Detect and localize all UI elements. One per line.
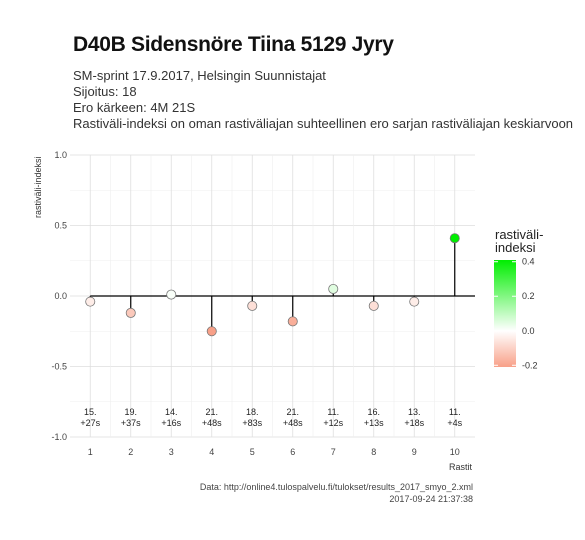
time-diff-label: +12s — [323, 418, 343, 428]
time-diff-label: +4s — [447, 418, 462, 428]
legend-colorbar — [494, 260, 516, 367]
data-point — [166, 289, 177, 300]
data-point — [85, 296, 96, 307]
rank-label: 11. — [327, 407, 339, 417]
rank-label: 14. — [165, 407, 178, 417]
data-point — [449, 233, 460, 244]
rank-label: 21. — [286, 407, 299, 417]
legend-tick-label: -0.2 — [522, 360, 538, 370]
rank-label: 13. — [408, 407, 421, 417]
x-tick-label: 5 — [250, 447, 255, 457]
subtitle-description: Rastiväli-indeksi on oman rastiväliajan … — [73, 116, 574, 131]
y-tick-label: -1.0 — [51, 432, 67, 442]
x-tick-label: 4 — [209, 447, 214, 457]
time-diff-label: +37s — [121, 418, 141, 428]
y-tick-label: -0.5 — [51, 362, 67, 372]
subtitle-placement: Sijoitus: 18 — [73, 84, 137, 99]
x-tick-label: 2 — [128, 447, 133, 457]
time-diff-label: +18s — [404, 418, 424, 428]
time-diff-label: +48s — [283, 418, 303, 428]
data-point — [328, 283, 339, 294]
legend-tick-label: 0.0 — [522, 326, 535, 336]
time-diff-label: +83s — [242, 418, 262, 428]
rank-label: 16. — [367, 407, 380, 417]
legend-title-line1: rastiväli- — [495, 227, 544, 242]
x-tick-label: 3 — [169, 447, 174, 457]
time-diff-label: +48s — [202, 418, 222, 428]
rank-label: 21. — [205, 407, 218, 417]
data-point — [247, 300, 258, 311]
time-diff-label: +16s — [161, 418, 181, 428]
subtitle-gap: Ero kärkeen: 4M 21S — [73, 100, 196, 115]
data-source-caption: Data: http://online4.tulospalvelu.fi/tul… — [199, 482, 473, 492]
x-tick-label: 6 — [290, 447, 295, 457]
rank-label: 18. — [246, 407, 259, 417]
legend-title-line2: indeksi — [495, 240, 536, 255]
timestamp-caption: 2017-09-24 21:37:38 — [389, 494, 473, 504]
y-tick-label: 0.0 — [54, 291, 67, 301]
data-point — [206, 326, 217, 337]
subtitle-event: SM-sprint 17.9.2017, Helsingin Suunnista… — [73, 68, 326, 83]
time-diff-label: +13s — [364, 418, 384, 428]
x-tick-label: 10 — [450, 447, 460, 457]
x-tick-label: 8 — [371, 447, 376, 457]
legend-tick-label: 0.2 — [522, 291, 535, 301]
rank-label: 19. — [124, 407, 137, 417]
legend-tick-label: 0.4 — [522, 257, 535, 267]
time-diff-label: +27s — [80, 418, 100, 428]
x-tick-label: 7 — [331, 447, 336, 457]
data-point — [368, 300, 379, 311]
rank-label: 15. — [84, 407, 97, 417]
data-point — [409, 296, 420, 307]
chart-title: D40B Sidensnöre Tiina 5129 Jyry — [73, 33, 394, 56]
data-point — [125, 307, 136, 318]
y-tick-label: 0.5 — [54, 221, 67, 231]
y-tick-label: 1.0 — [54, 150, 67, 160]
x-tick-label: 9 — [412, 447, 417, 457]
rank-label: 11. — [449, 407, 461, 417]
x-axis-label: Rastit — [449, 462, 473, 472]
legend-title: rastiväli- indeksi — [495, 228, 575, 254]
data-point — [287, 316, 298, 327]
x-tick-label: 1 — [88, 447, 93, 457]
